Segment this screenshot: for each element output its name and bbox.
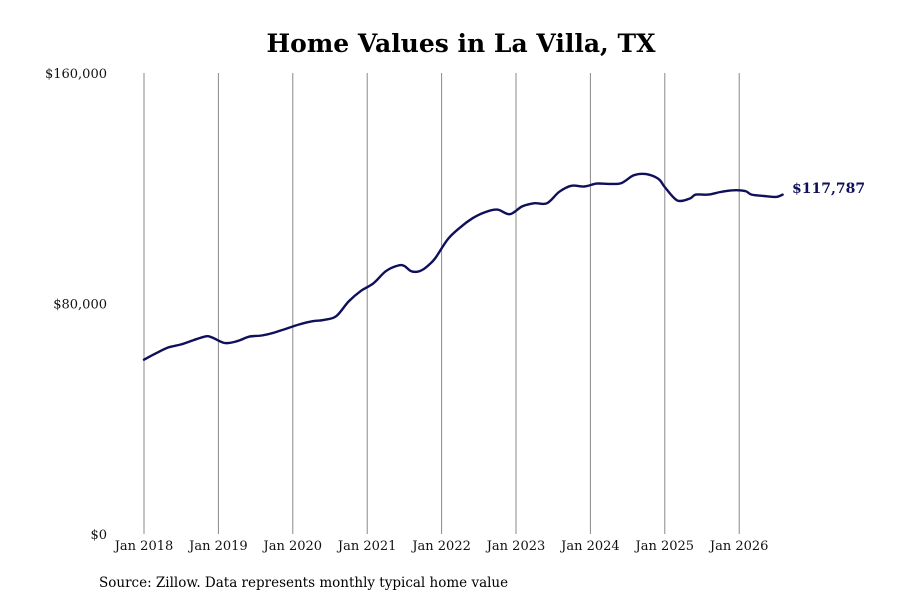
x-axis-ticks: Jan 2018 Jan 2019 Jan 2020 Jan 2021 Jan 2022…: [113, 539, 769, 554]
x-tick-label: Jan 2025: [634, 539, 695, 554]
y-axis-ticks: $0 $80,000 $160,000: [45, 67, 107, 543]
series-line-home-value: [142, 172, 784, 361]
x-tick-label: Jan 2023: [485, 539, 546, 554]
x-tick-label: Jan 2022: [410, 539, 471, 554]
y-tick-label: $80,000: [53, 298, 107, 313]
x-tick-label: Jan 2018: [113, 539, 174, 554]
y-tick-label: $160,000: [45, 67, 107, 82]
grid-lines: [143, 73, 740, 534]
series-layer: [142, 172, 784, 361]
x-tick-label: Jan 2026: [708, 539, 769, 554]
y-tick-label: $0: [90, 528, 107, 543]
x-tick-label: Jan 2020: [262, 539, 323, 554]
chart-title: Home Values in La Villa, TX: [267, 29, 657, 58]
x-tick-label: Jan 2019: [187, 539, 248, 554]
end-value-label: $117,787: [792, 181, 865, 197]
source-note: Source: Zillow. Data represents monthly …: [99, 575, 508, 591]
x-tick-label: Jan 2024: [559, 539, 620, 554]
x-tick-label: Jan 2021: [336, 539, 397, 554]
